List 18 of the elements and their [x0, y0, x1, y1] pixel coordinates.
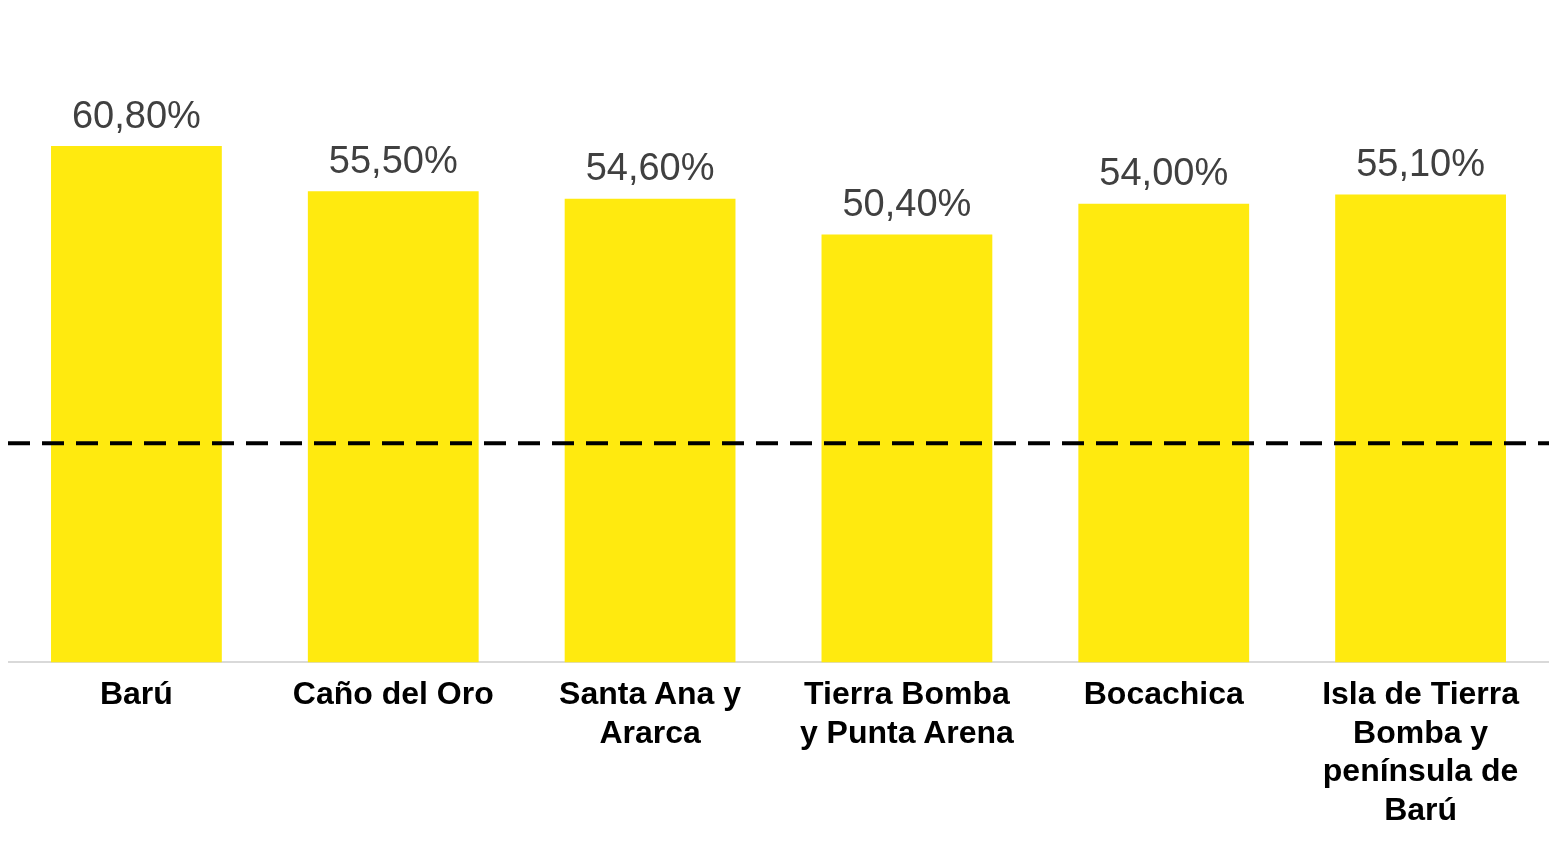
data-label: 55,10%	[1356, 142, 1486, 185]
bar	[564, 198, 736, 663]
data-label: 54,00%	[1099, 151, 1229, 194]
bar	[1078, 203, 1250, 663]
bar	[51, 146, 222, 663]
bar	[821, 234, 993, 663]
bar	[1335, 194, 1506, 663]
data-label: 54,60%	[585, 146, 715, 189]
x-tick-label: Isla de Tierra Bomba y península de Barú	[1322, 675, 1520, 827]
x-tick-label: Tierra Bomba y Punta Arena	[799, 675, 1015, 750]
bar	[307, 191, 479, 663]
x-tick-label: Santa Ana y Ararca	[559, 675, 742, 750]
x-tick-label: Barú	[99, 675, 173, 712]
data-label: 50,40%	[842, 181, 972, 224]
data-label: 55,50%	[328, 138, 458, 181]
x-tick-label: Bocachica	[1083, 675, 1244, 712]
x-tick-label: Caño del Oro	[292, 675, 494, 712]
data-label: 60,80%	[71, 93, 201, 136]
